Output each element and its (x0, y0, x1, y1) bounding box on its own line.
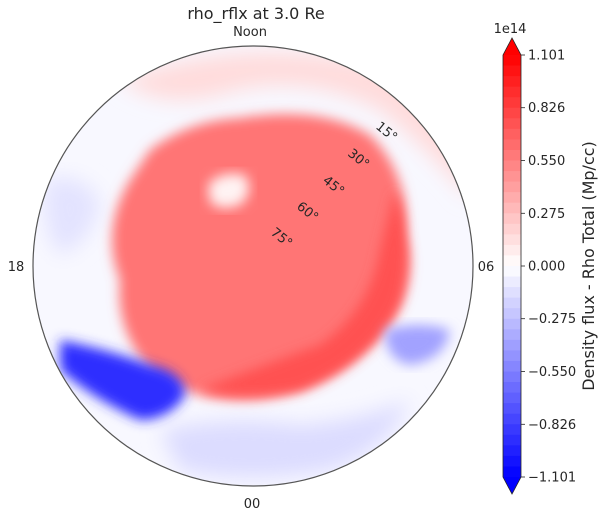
colorbar-band (503, 139, 521, 151)
ring-edge-positive (200, 190, 407, 395)
direction-label-18: 18 (8, 260, 25, 275)
colorbar-band (503, 445, 521, 457)
polar-plot: 15° 30° 45° 60° 75° (32, 45, 474, 487)
colorbar-band (503, 128, 521, 140)
colorbar-extend-min (503, 477, 521, 494)
colorbar-ticks: 1.101 0.826 0.550 0.275 0.000 −0.275 −0.550 −0.… (521, 49, 576, 486)
colorbar-band (503, 266, 521, 278)
chart-title: rho_rflx at 3.0 Re (187, 4, 324, 24)
colorbar-band (503, 276, 521, 288)
colorbar-band (503, 413, 521, 425)
central-positive-ring (112, 114, 410, 401)
colorbar-band (503, 171, 521, 183)
colorbar-band (503, 149, 521, 162)
polar-frame (32, 45, 474, 487)
dayside-positive-band (120, 52, 470, 200)
colorbar-band (503, 181, 521, 193)
colorbar-tick-label: 0.000 (528, 260, 565, 275)
colorbar: 1.101 0.826 0.550 0.275 0.000 −0.275 −0.550 −0.… (494, 22, 598, 495)
colorbar-label: Density flux - Rho Total (Mp/cc) (579, 141, 598, 391)
colorbar-band (503, 339, 521, 351)
colorbar-extend-max (503, 38, 521, 55)
colorbar-band (503, 213, 521, 225)
colorbar-band (503, 382, 521, 394)
direction-label-00: 00 (244, 497, 261, 512)
colorbar-band (503, 55, 521, 67)
colorbar-band (503, 244, 521, 257)
colorbar-tick-label: −0.275 (528, 312, 576, 327)
colorbar-band (503, 308, 521, 320)
direction-label-noon: Noon (233, 25, 267, 40)
colorbar-band (503, 97, 521, 109)
colorbar-band (503, 392, 521, 404)
colorbar-band (503, 455, 521, 468)
density-field (33, 46, 473, 486)
colorbar-tick-label: −0.550 (528, 365, 576, 380)
negative-region-low-latitude (160, 400, 410, 478)
colorbar-exponent: 1e14 (494, 22, 527, 37)
field-blobs (44, 52, 470, 478)
colorbar-band (503, 192, 521, 204)
colorbar-band (503, 107, 521, 119)
colorbar-band (503, 287, 521, 299)
colorbar-band (503, 76, 521, 88)
colorbar-band (503, 434, 521, 446)
colorbar-band (503, 360, 521, 373)
colorbar-tick-label: −0.826 (528, 418, 576, 433)
colorbar-band (503, 318, 521, 330)
negative-region-21h (60, 340, 185, 420)
colorbar-band (503, 403, 521, 415)
colorbar-band (503, 118, 521, 130)
colorbar-band (503, 255, 521, 267)
colorbar-tick-label: 0.826 (528, 101, 565, 116)
colorbar-bands (503, 55, 521, 478)
colorbar-band (503, 329, 521, 341)
colorbar-band (503, 86, 521, 98)
colorbar-band (503, 223, 521, 235)
colorbar-tick-label: 0.550 (528, 154, 565, 169)
colorbar-tick-label: 1.101 (528, 49, 565, 64)
colorbar-band (503, 65, 521, 77)
colorbar-band (503, 350, 521, 362)
colorbar-band (503, 466, 521, 478)
colorbar-band (503, 202, 521, 214)
colorbar-band (503, 297, 521, 309)
colorbar-tick-label: −1.101 (528, 471, 576, 486)
colorbar-band (503, 424, 521, 436)
colorbar-tick-label: 0.275 (528, 207, 565, 222)
negative-region-west (44, 177, 100, 255)
colorbar-band (503, 160, 521, 172)
colorbar-band (503, 234, 521, 246)
negative-region-03h (385, 325, 450, 365)
direction-label-06: 06 (478, 260, 495, 275)
noon-pocket-near-zero (208, 173, 249, 208)
colorbar-band (503, 371, 521, 383)
